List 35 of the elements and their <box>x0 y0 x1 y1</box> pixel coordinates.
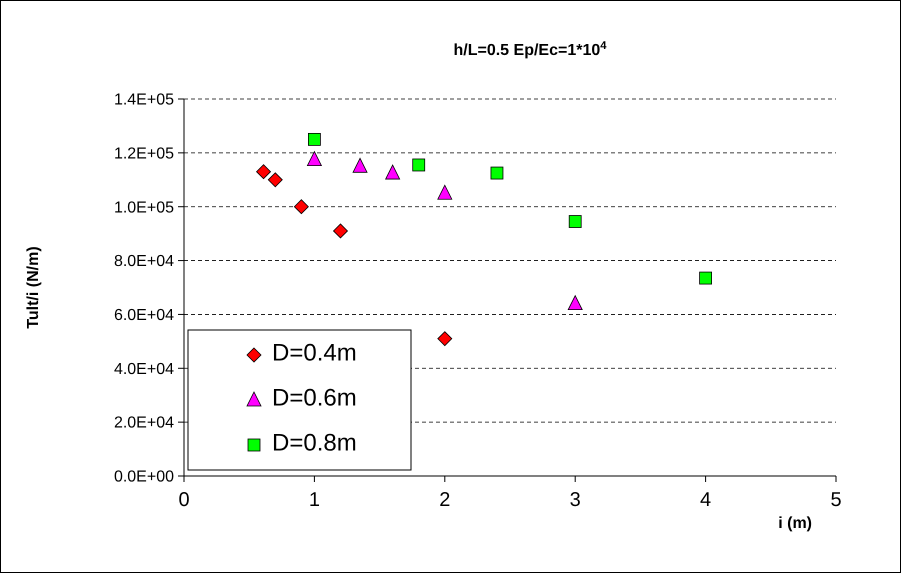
y-tick-label: 1.0E+05 <box>114 199 174 216</box>
y-tick-label: 4.0E+04 <box>114 360 174 378</box>
x-tick-label: 1 <box>308 489 320 511</box>
x-tick-label: 5 <box>830 489 842 511</box>
chart-title: h/L=0.5 Ep/Ec=1*10$^{4}$ <box>454 40 608 59</box>
legend-label: D=0.8m <box>272 429 357 456</box>
y-tick-label: 2.0E+04 <box>114 414 174 432</box>
point <box>699 272 712 284</box>
point <box>490 166 504 180</box>
point <box>352 158 368 173</box>
x-axis-title: i (m) <box>778 515 812 532</box>
y-tick-label: 1.4E+05 <box>114 92 174 109</box>
legend-label: D=0.6m <box>272 384 357 412</box>
point <box>294 199 309 214</box>
point <box>256 164 271 180</box>
x-tick-label: 2 <box>439 489 450 511</box>
point <box>437 184 452 200</box>
x-tick-label: 3 <box>570 489 581 511</box>
x-tick-label: 4 <box>700 489 712 511</box>
point <box>412 158 426 172</box>
point <box>333 224 348 238</box>
y-tick-label: 1.2E+05 <box>114 145 174 162</box>
point <box>307 151 322 166</box>
y-tick-label: 8.0E+04 <box>114 253 174 270</box>
x-tick-label: 0 <box>178 489 190 511</box>
point <box>385 164 400 180</box>
legend-label: D=0.4m <box>272 339 357 366</box>
y-axis-title: Tult/i (N/m) <box>25 246 42 329</box>
y-tick-label: 6.0E+04 <box>114 307 174 324</box>
y-tick-label: 0.0E+00 <box>114 468 174 486</box>
point <box>308 132 321 146</box>
point <box>568 215 582 228</box>
point <box>268 172 283 188</box>
point <box>437 331 452 346</box>
point <box>568 295 583 310</box>
